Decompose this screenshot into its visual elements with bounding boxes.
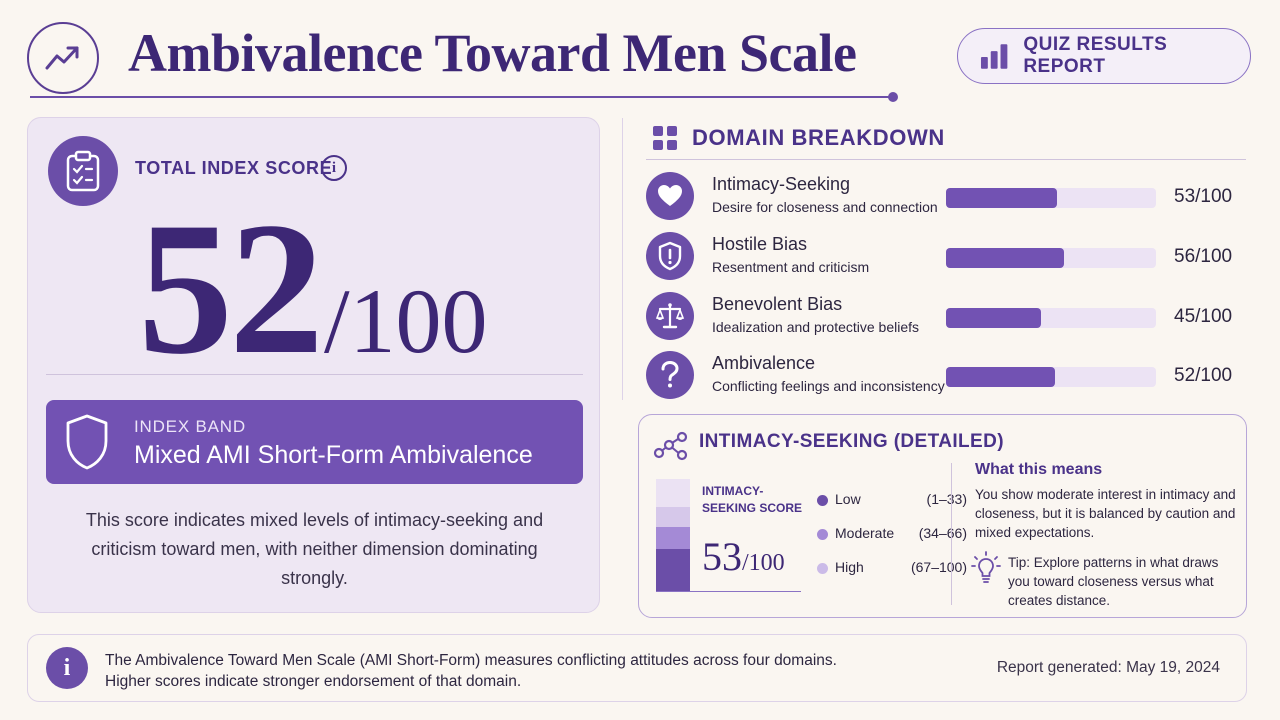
total-score: 52/100 bbox=[138, 180, 488, 398]
index-band-box: INDEX BAND Mixed AMI Short-Form Ambivale… bbox=[46, 400, 583, 484]
mini-score-label: INTIMACY-SEEKING SCORE bbox=[702, 484, 803, 515]
total-score-panel: TOTAL INDEX SCORE i 52/100 INDEX BAND Mi… bbox=[27, 117, 600, 613]
domain-score: 45/100 bbox=[1174, 306, 1233, 327]
legend-range: (1–33) bbox=[926, 491, 967, 507]
total-index-score-label: TOTAL INDEX SCORE bbox=[135, 158, 333, 178]
domain-divider bbox=[646, 159, 1246, 160]
domain-bar-fill bbox=[946, 188, 1058, 208]
domain-row-hostile-bias: Hostile Bias Resentment and criticism 56… bbox=[646, 232, 1246, 284]
score-divider bbox=[46, 374, 583, 375]
what-this-means-title: What this means bbox=[975, 461, 1103, 478]
report-date: Report generated: May 19, 2024 bbox=[996, 659, 1220, 676]
domain-bar-fill bbox=[946, 308, 1041, 328]
domain-desc: Desire for closeness and connection bbox=[712, 199, 938, 215]
domain-desc: Resentment and criticism bbox=[712, 259, 870, 275]
domain-score: 53/100 bbox=[1174, 186, 1233, 207]
legend-name: Moderate bbox=[835, 525, 895, 541]
legend-range: (34–66) bbox=[918, 525, 967, 541]
total-score-value: 52 bbox=[138, 184, 324, 394]
domain-name: Hostile Bias bbox=[712, 234, 808, 254]
header-divider-dot bbox=[888, 92, 898, 102]
detail-divider bbox=[951, 463, 952, 605]
legend-dot bbox=[817, 495, 828, 506]
domain-score: 56/100 bbox=[1174, 246, 1233, 267]
info-icon: i bbox=[46, 647, 88, 689]
legend-name: High bbox=[835, 559, 864, 575]
network-icon bbox=[653, 431, 688, 461]
scales-icon bbox=[646, 292, 694, 340]
legend-range: (67–100) bbox=[910, 559, 967, 575]
question-icon bbox=[646, 351, 694, 399]
domain-bar-fill bbox=[946, 367, 1056, 387]
mini-score-rule bbox=[656, 591, 801, 592]
domain-desc: Conflicting feelings and inconsistency bbox=[712, 378, 945, 394]
domain-score: 52/100 bbox=[1174, 365, 1233, 386]
trend-up-icon bbox=[27, 22, 99, 94]
domain-name: Ambivalence bbox=[712, 353, 816, 373]
total-score-denominator: /100 bbox=[324, 270, 488, 372]
mini-score: 53/100 bbox=[702, 533, 785, 580]
footer-text-line2: Higher scores indicate stronger endorsem… bbox=[105, 673, 522, 690]
stack-segment-low bbox=[656, 549, 690, 591]
index-band-label: INDEX BAND bbox=[134, 417, 246, 436]
mini-score-denominator: /100 bbox=[742, 550, 785, 576]
footer-text: The Ambivalence Toward Men Scale (AMI Sh… bbox=[105, 650, 837, 692]
legend-dot bbox=[817, 529, 828, 540]
report-button-label: QUIZ RESULTS REPORT bbox=[1023, 34, 1168, 77]
domain-name: Benevolent Bias bbox=[712, 294, 843, 314]
info-icon[interactable]: i bbox=[321, 155, 347, 181]
detail-title: INTIMACY-SEEKING (DETAILED) bbox=[699, 431, 1004, 452]
domain-bar bbox=[946, 188, 1156, 208]
quiz-results-report-button[interactable]: QUIZ RESULTS REPORT bbox=[957, 28, 1251, 84]
what-this-means-text: You show moderate interest in intimacy a… bbox=[975, 487, 1236, 540]
domain-row-benevolent-bias: Benevolent Bias Idealization and protect… bbox=[646, 292, 1246, 344]
legend-name: Low bbox=[835, 491, 861, 507]
domain-breakdown-title: DOMAIN BREAKDOWN bbox=[692, 125, 945, 150]
lightbulb-icon bbox=[971, 551, 1001, 583]
header-divider bbox=[30, 96, 892, 98]
stack-segment-top bbox=[656, 479, 690, 507]
column-divider bbox=[622, 118, 623, 400]
score-stack-bar bbox=[656, 479, 690, 591]
domain-row-ambivalence: Ambivalence Conflicting feelings and inc… bbox=[646, 351, 1246, 403]
tip-text: Tip: Explore patterns in what draws you … bbox=[1008, 555, 1219, 608]
domain-bar-fill bbox=[946, 248, 1064, 268]
page-title: Ambivalence Toward Men Scale bbox=[128, 23, 857, 83]
footer-text-line1: The Ambivalence Toward Men Scale (AMI Sh… bbox=[105, 652, 837, 669]
domain-bar bbox=[946, 367, 1156, 387]
domain-bar bbox=[946, 308, 1156, 328]
clipboard-check-icon bbox=[48, 136, 118, 206]
bar-chart-icon bbox=[980, 44, 1008, 69]
domain-desc: Idealization and protective beliefs bbox=[712, 319, 920, 335]
shield-alert-icon bbox=[646, 232, 694, 280]
domain-bar bbox=[946, 248, 1156, 268]
index-band-value: Mixed AMI Short-Form Ambivalence bbox=[134, 441, 533, 469]
stack-segment-moderate bbox=[656, 527, 690, 549]
intimacy-detail-panel: INTIMACY-SEEKING (DETAILED) INTIMACY-SEE… bbox=[638, 414, 1247, 618]
stack-segment-high bbox=[656, 507, 690, 527]
footer-info: i The Ambivalence Toward Men Scale (AMI … bbox=[27, 634, 1247, 702]
mini-score-value: 53 bbox=[702, 534, 742, 579]
legend-dot bbox=[817, 563, 828, 574]
grid-icon bbox=[653, 126, 677, 150]
shield-icon bbox=[66, 414, 108, 470]
heart-icon bbox=[646, 172, 694, 220]
domain-name: Intimacy-Seeking bbox=[712, 174, 851, 194]
score-description: This score indicates mixed levels of int… bbox=[85, 510, 544, 588]
domain-row-intimacy-seeking: Intimacy-Seeking Desire for closeness an… bbox=[646, 172, 1246, 224]
